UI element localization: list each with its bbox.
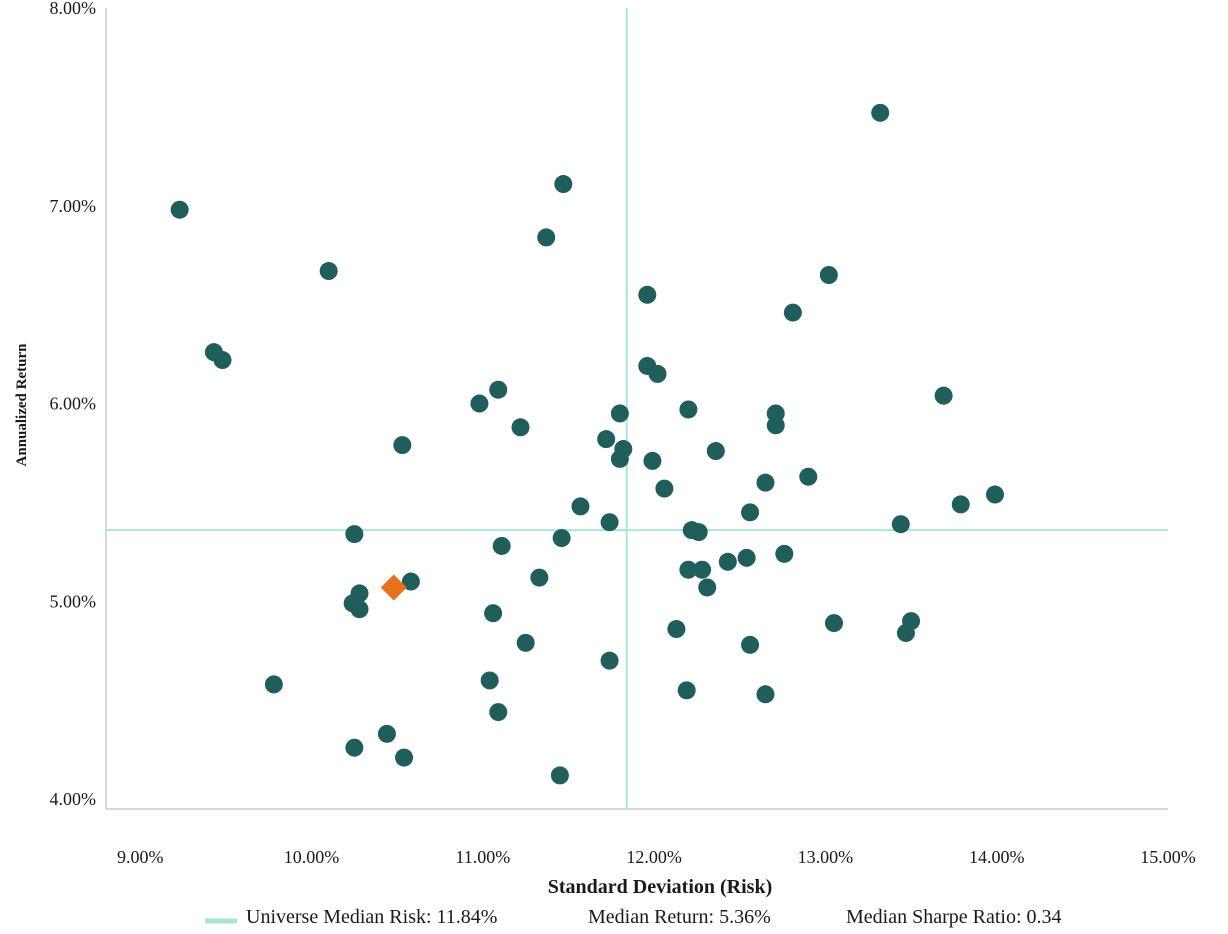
y-tick-label: 5.00% bbox=[50, 591, 97, 611]
data-point bbox=[600, 513, 619, 532]
data-point bbox=[345, 738, 364, 757]
y-tick-label: 6.00% bbox=[50, 394, 97, 414]
data-point bbox=[706, 442, 725, 461]
data-point bbox=[698, 578, 717, 597]
data-point bbox=[516, 633, 535, 652]
data-point bbox=[756, 473, 775, 492]
data-point bbox=[537, 228, 556, 247]
data-point bbox=[766, 416, 785, 435]
data-point bbox=[756, 685, 775, 704]
data-point bbox=[679, 560, 698, 579]
data-point bbox=[350, 600, 369, 619]
data-point bbox=[489, 380, 508, 399]
data-point bbox=[775, 544, 794, 563]
x-tick-label: 10.00% bbox=[284, 847, 340, 867]
data-point bbox=[492, 536, 511, 555]
data-point bbox=[170, 200, 189, 219]
data-point bbox=[799, 467, 818, 486]
data-point bbox=[871, 103, 890, 122]
x-axis-title: Standard Deviation (Risk) bbox=[548, 876, 772, 898]
data-point bbox=[679, 400, 698, 419]
x-tick-label: 9.00% bbox=[117, 847, 164, 867]
data-point bbox=[638, 285, 657, 304]
data-point bbox=[689, 523, 708, 542]
legend-median-sharpe: Median Sharpe Ratio: 0.34 bbox=[846, 906, 1062, 928]
data-point bbox=[484, 604, 503, 623]
x-tick-labels: 9.00% 10.00% 11.00% 12.00% 13.00% 14.00% 15.00… bbox=[117, 847, 1196, 867]
data-point bbox=[693, 560, 712, 579]
data-point bbox=[951, 495, 970, 514]
legend-median-return: Median Return: 5.36% bbox=[588, 906, 771, 928]
data-point bbox=[393, 436, 412, 455]
y-tick-label: 8.00% bbox=[50, 0, 97, 18]
data-point bbox=[552, 529, 571, 548]
x-tick-label: 12.00% bbox=[626, 847, 682, 867]
data-point bbox=[480, 671, 499, 690]
y-tick-labels: 4.00% 5.00% 6.00% 7.00% 8.00% bbox=[50, 0, 97, 809]
data-point bbox=[783, 303, 802, 322]
data-point bbox=[489, 703, 508, 722]
x-tick-label: 15.00% bbox=[1140, 847, 1196, 867]
data-point bbox=[824, 614, 843, 633]
data-point bbox=[741, 635, 760, 654]
legend: Universe Median Risk: 11.84% Median Retu… bbox=[205, 906, 1062, 928]
data-point bbox=[377, 724, 396, 743]
data-point bbox=[345, 525, 364, 544]
x-tick-label: 13.00% bbox=[798, 847, 854, 867]
data-point bbox=[819, 266, 838, 284]
data-point bbox=[677, 681, 696, 700]
data-point bbox=[213, 351, 232, 370]
data-point bbox=[319, 262, 338, 281]
data-point bbox=[530, 568, 549, 587]
data-point bbox=[264, 675, 283, 694]
data-point bbox=[985, 485, 1004, 504]
data-point bbox=[350, 584, 369, 603]
data-point bbox=[395, 748, 414, 767]
data-point bbox=[511, 418, 530, 437]
data-point bbox=[614, 440, 633, 459]
data-point bbox=[934, 386, 953, 405]
data-point bbox=[600, 651, 619, 670]
data-point bbox=[550, 766, 569, 785]
median-lines bbox=[106, 8, 1168, 809]
data-point bbox=[655, 479, 674, 498]
data-point bbox=[554, 175, 573, 194]
data-point bbox=[648, 364, 667, 383]
data-point bbox=[737, 548, 756, 567]
data-point bbox=[643, 451, 662, 470]
axes bbox=[105, 8, 1168, 810]
data-point bbox=[891, 515, 910, 534]
x-tick-label: 14.00% bbox=[969, 847, 1025, 867]
data-point bbox=[718, 552, 737, 571]
y-tick-label: 4.00% bbox=[50, 789, 97, 809]
data-point bbox=[667, 620, 686, 639]
data-point bbox=[470, 394, 489, 413]
data-points bbox=[170, 103, 1004, 785]
y-tick-label: 7.00% bbox=[50, 196, 97, 216]
legend-median-risk: Universe Median Risk: 11.84% bbox=[246, 906, 497, 928]
data-point bbox=[401, 572, 420, 591]
x-tick-label: 11.00% bbox=[455, 847, 510, 867]
data-point bbox=[902, 612, 921, 631]
data-point bbox=[610, 404, 629, 423]
data-point bbox=[571, 497, 590, 516]
highlight-point bbox=[380, 574, 407, 601]
data-point bbox=[597, 430, 616, 449]
y-axis-title: Annualized Return bbox=[14, 343, 30, 467]
data-point bbox=[741, 503, 760, 522]
